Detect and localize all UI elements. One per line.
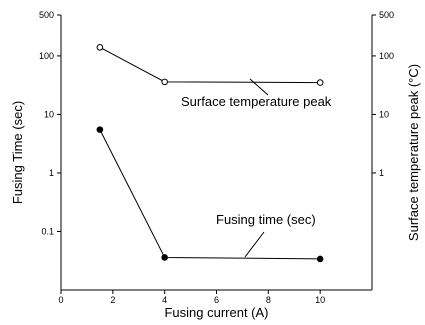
y-axis-right-title: Surface temperature peak (°C) [406,64,421,241]
y-left-tick-label: 0.1 [41,226,54,236]
annotation-leader [244,231,265,258]
filled-marker [161,254,168,261]
y-right-tick-label: 500 [379,10,394,20]
x-tick-label: 2 [110,295,115,305]
x-tick-label: 6 [214,295,219,305]
open-marker [96,44,104,51]
y-right-tick-label: 100 [379,51,394,61]
x-tick-label: 4 [162,295,167,305]
annotation-label: Fusing time (sec) [216,212,316,227]
x-axis-title: Fusing current (A) [164,305,268,320]
chart-axes: 0 2 4 6 8 10 0.1 1 10 100 500 1 10 100 500 [39,10,394,305]
chart-annotations: Surface temperature peak Fusing time (sec… [181,78,332,258]
y-left-tick-label: 1 [49,168,54,178]
filled-marker [96,126,104,133]
y-left-tick-label: 10 [44,109,54,119]
series-line-0 [99,46,321,84]
series-line-1 [99,129,321,260]
y-axis-left-title: Fusing Time (sec) [10,101,25,204]
filled-marker [316,255,324,263]
y-left-tick-label: 500 [39,10,54,20]
y-right-tick-label: 10 [379,109,389,119]
x-tick-label: 8 [266,295,271,305]
chart-series [96,44,324,263]
y-right-tick-label: 1 [379,168,384,178]
annotation-label: Surface temperature peak [181,94,332,109]
annotation-leader [249,78,269,96]
x-tick-label: 0 [58,295,63,305]
y-left-tick-label: 100 [39,51,54,61]
open-marker [316,79,324,86]
open-marker [161,78,168,86]
x-tick-label: 10 [315,295,325,305]
